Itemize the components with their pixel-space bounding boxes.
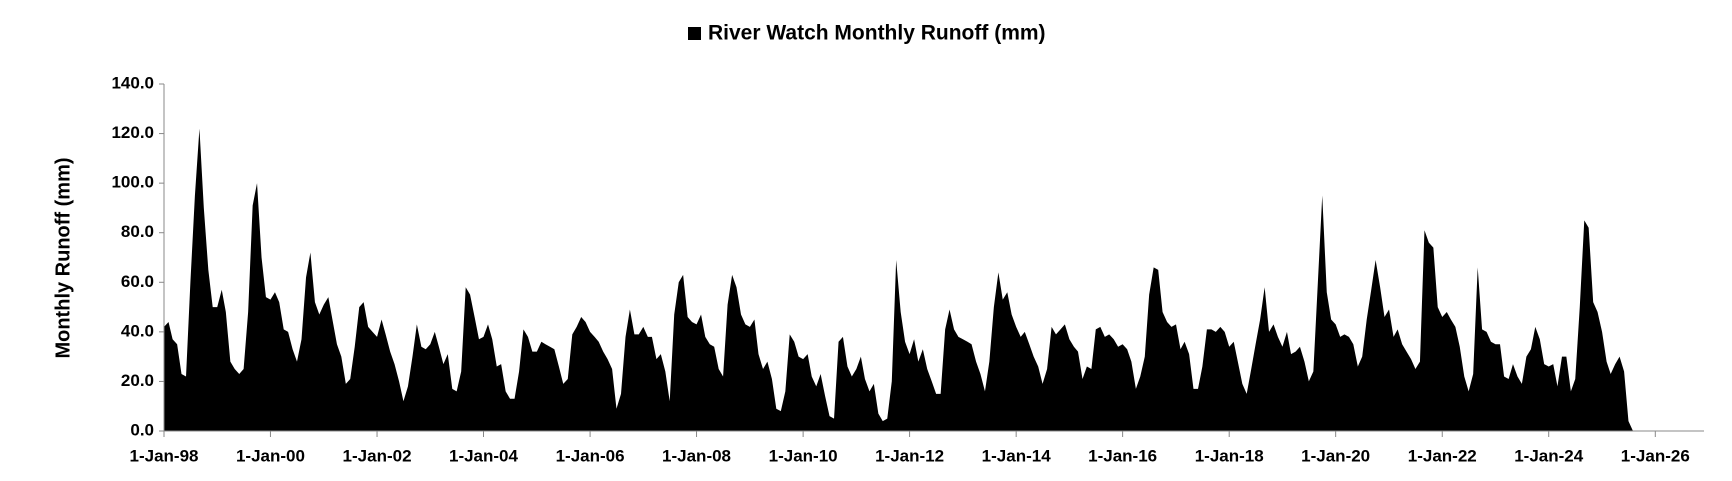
- y-axis-label: Monthly Runoff (mm): [52, 157, 74, 358]
- x-tick-label: 1-Jan-18: [1195, 446, 1264, 465]
- x-tick-label: 1-Jan-26: [1621, 446, 1690, 465]
- legend-label: River Watch Monthly Runoff (mm): [708, 22, 1046, 45]
- legend-swatch: [688, 27, 701, 40]
- y-tick-label: 0.0: [130, 420, 154, 439]
- y-tick-label: 60.0: [121, 272, 154, 291]
- x-tick-label: 1-Jan-20: [1301, 446, 1370, 465]
- x-tick-label: 1-Jan-00: [236, 446, 305, 465]
- y-tick-label: 80.0: [121, 222, 154, 241]
- x-tick-label: 1-Jan-24: [1514, 446, 1584, 465]
- area: [164, 128, 1633, 431]
- y-tick-label: 20.0: [121, 371, 154, 390]
- x-tick-label: 1-Jan-22: [1408, 446, 1477, 465]
- y-tick-label: 120.0: [111, 123, 154, 142]
- y-tick-label: 100.0: [111, 173, 154, 192]
- x-tick-label: 1-Jan-14: [982, 446, 1052, 465]
- x-tick-label: 1-Jan-98: [130, 446, 199, 465]
- x-tick-label: 1-Jan-02: [343, 446, 412, 465]
- y-tick-label: 140.0: [111, 73, 154, 92]
- x-tick-label: 1-Jan-06: [556, 446, 625, 465]
- x-tick-label: 1-Jan-08: [662, 446, 731, 465]
- x-tick-label: 1-Jan-04: [449, 446, 519, 465]
- y-tick-label: 40.0: [121, 321, 154, 340]
- x-tick-label: 1-Jan-10: [769, 446, 838, 465]
- x-tick-label: 1-Jan-16: [1088, 446, 1157, 465]
- x-tick-label: 1-Jan-12: [875, 446, 944, 465]
